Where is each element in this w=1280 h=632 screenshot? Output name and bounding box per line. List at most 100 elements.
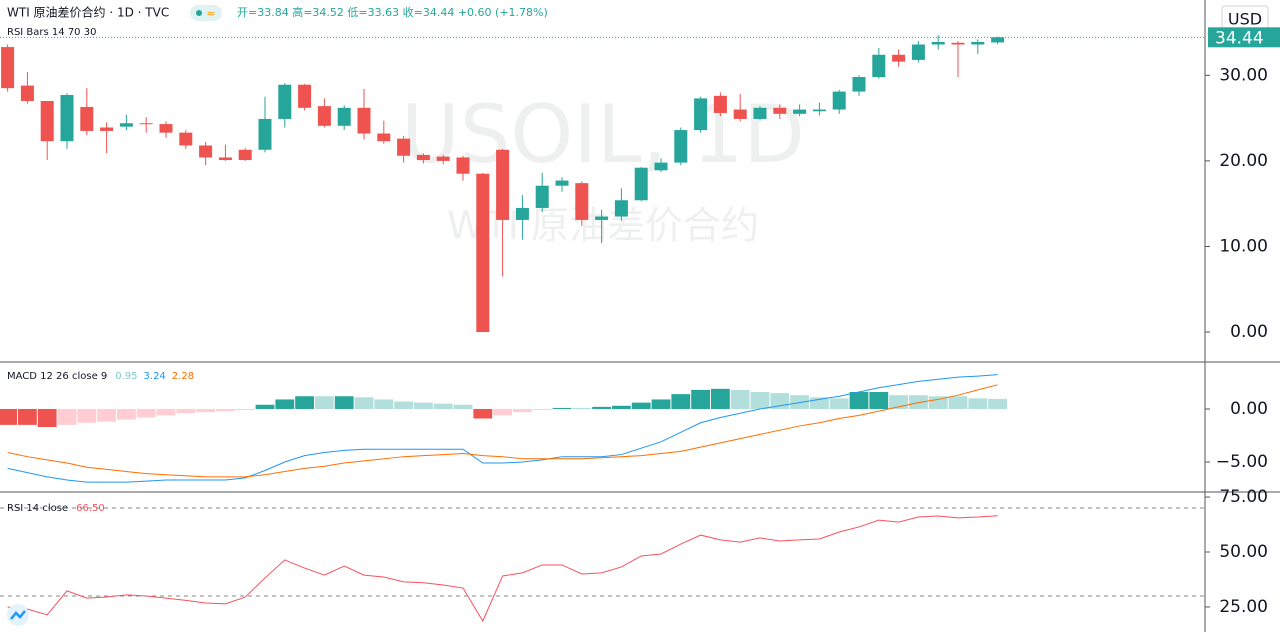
histogram-bar [532,408,552,411]
candle-body [476,173,490,333]
histogram-bar [0,408,17,425]
candle-body [614,200,628,217]
histogram-bar [968,398,988,409]
histogram-bar [37,408,57,427]
histogram-bar [869,392,889,409]
indicator-label: RSI 14 close [7,503,68,514]
histogram-bar [235,408,255,411]
histogram-bar [691,389,710,409]
candle-body [40,100,54,142]
candle-body [773,107,787,114]
candle-body [535,185,549,208]
watermark-subtitle: WTI 原油差价合约 [447,204,759,248]
candle-body [337,107,351,126]
candle-body [100,127,114,131]
candle-body [951,42,965,45]
histogram-bar [77,408,97,423]
histogram-bar [552,407,572,409]
rsi-line [7,515,998,623]
histogram-bar [493,408,512,416]
macd-line [7,384,998,478]
histogram-bar [909,395,928,409]
y-tick-label: 0.00 [1230,322,1268,342]
candle-body [357,107,371,134]
candle-body [872,54,886,78]
candle-body [733,109,747,119]
histogram-bar [176,408,196,414]
histogram-bar [117,408,136,420]
candle-body [852,77,866,92]
candle-body [515,207,529,220]
histogram-bar [295,396,314,409]
candle-body [238,149,252,161]
candle-body [179,132,193,146]
y-tick-label: 25.00 [1219,597,1268,617]
indicator-label: MACD 12 26 close 9 [7,371,107,382]
histogram-bar [810,397,829,409]
candle-body [258,118,272,150]
histogram-bar [216,408,235,412]
last-price-box [1208,27,1280,48]
histogram-bar [592,406,611,409]
candle-body [575,183,589,220]
histogram-bar [928,396,948,409]
histogram-bar [730,389,750,409]
candle-body [753,107,767,119]
y-tick-label: −5.00 [1216,452,1268,472]
histogram-bar [453,404,473,409]
candle-body [832,91,846,110]
histogram-bar [572,407,592,409]
legend-value: 66.50 [76,503,105,514]
candle-body [694,98,708,131]
histogram-bar [631,402,651,409]
candle-body [397,138,411,156]
histogram-bar [513,408,532,413]
last-price-label: 34.44 [1215,28,1264,48]
candle-body [199,145,213,158]
candle-body [1,47,15,89]
candle-body [713,95,727,113]
histogram-bar [57,408,77,425]
histogram-bar [255,404,275,409]
histogram-bar [196,408,215,413]
candle-body [377,133,391,142]
svg-text:≈: ≈ [206,7,215,20]
macd-line [7,374,998,483]
candle-body [654,162,668,171]
candle-body [911,44,925,60]
y-tick-label: 0.00 [1230,399,1268,419]
histogram-bar [948,396,968,409]
candle-body [456,157,470,174]
marks: 0.00 10.00 20.00 30.00 0.00 −5.00 25.00 50.00 75… [0,35,1268,623]
histogram-bar [988,398,1007,409]
histogram-bar [354,397,374,409]
candle-body [931,41,945,45]
candle-body [278,84,292,119]
indicator-label: RSI Bars 14 70 30 [7,27,96,38]
candle-body [991,37,1005,43]
y-tick-label: 20.00 [1219,151,1268,171]
histogram-bar [750,392,770,409]
candle-body [555,180,569,186]
candle-body [218,157,232,161]
candle-body [159,124,173,133]
histogram-bar [315,396,334,409]
histogram-bar [156,408,176,416]
legend-value: 2.28 [172,371,194,382]
candle-body [892,54,906,62]
candle-body [634,167,648,201]
histogram-bar [829,398,849,409]
y-tick-label: 30.00 [1219,65,1268,85]
candle-body [317,106,331,126]
candle-body [60,94,74,142]
symbol-title: WTI 原油差价合约 · 1D · TVC [7,5,169,20]
y-tick-label: 10.00 [1219,236,1268,256]
candle-body [139,123,153,125]
ohlc-legend: 开=33.84 高=34.52 低=33.63 收=34.44 +0.60 (+… [237,5,548,19]
candle-body [119,123,133,127]
histogram-bar [394,401,413,409]
histogram-bar [473,408,493,419]
candle-body [496,149,510,220]
